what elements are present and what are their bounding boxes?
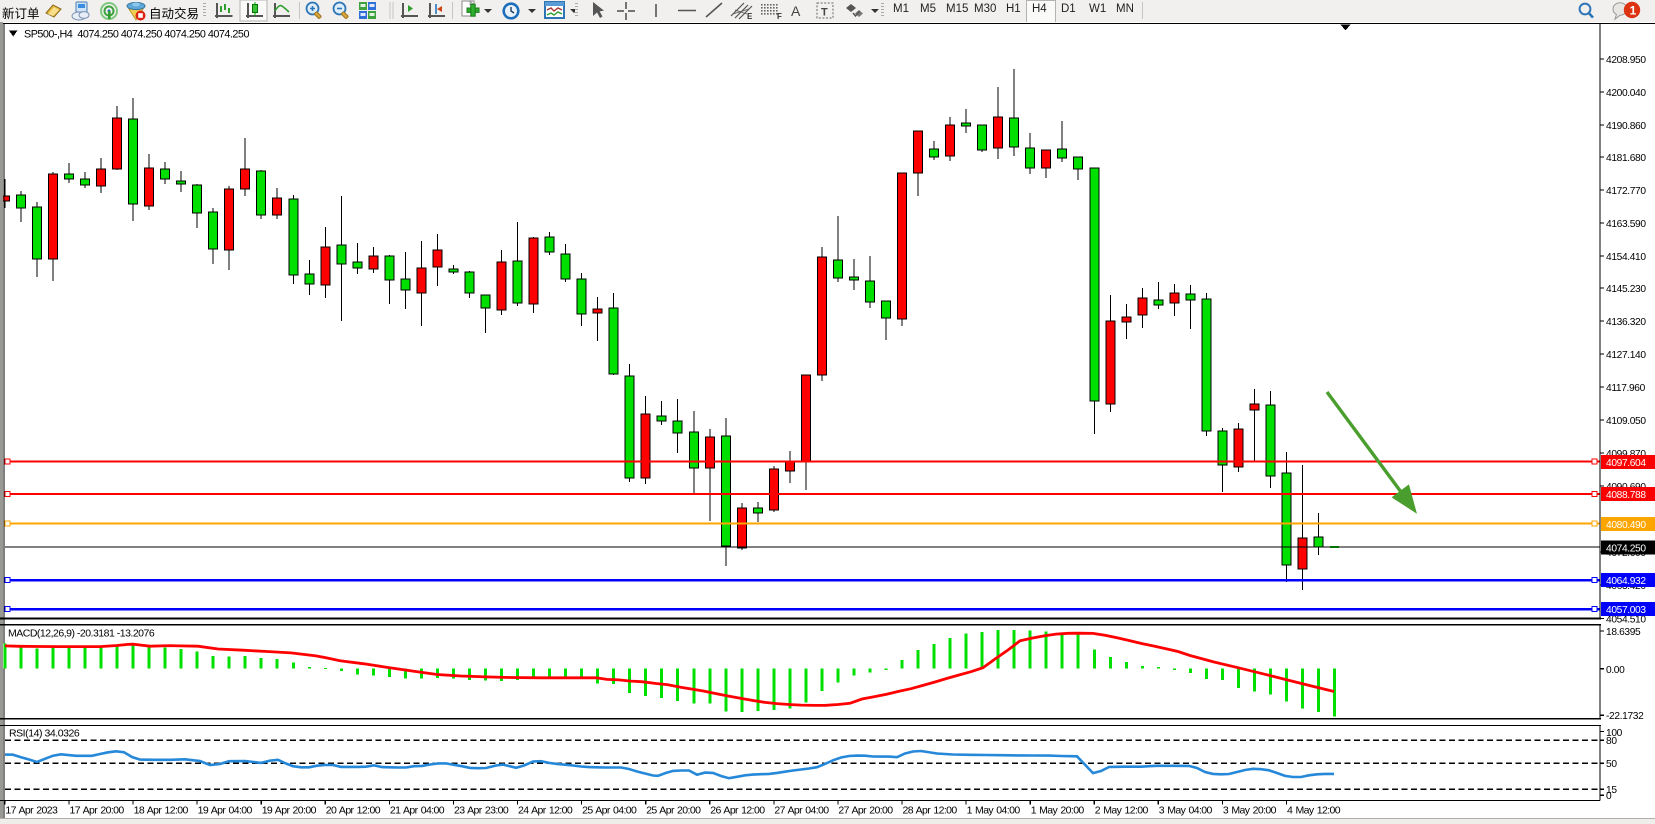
svg-text:4190.860: 4190.860 bbox=[1606, 121, 1646, 132]
svg-text:4097.604: 4097.604 bbox=[1606, 458, 1646, 469]
svg-text:100: 100 bbox=[1606, 728, 1623, 739]
svg-text:3 May 20:00: 3 May 20:00 bbox=[1223, 805, 1277, 817]
svg-text:4109.050: 4109.050 bbox=[1606, 416, 1646, 427]
svg-text:4154.410: 4154.410 bbox=[1606, 252, 1646, 263]
svg-text:4074.250: 4074.250 bbox=[1606, 544, 1646, 555]
svg-text:24 Apr 12:00: 24 Apr 12:00 bbox=[518, 805, 573, 817]
svg-text:4 May 12:00: 4 May 12:00 bbox=[1287, 805, 1341, 817]
svg-text:0.00: 0.00 bbox=[1606, 665, 1625, 676]
svg-text:26 Apr 12:00: 26 Apr 12:00 bbox=[710, 805, 765, 817]
svg-text:20 Apr 12:00: 20 Apr 12:00 bbox=[326, 805, 381, 817]
svg-text:28 Apr 12:00: 28 Apr 12:00 bbox=[903, 805, 958, 817]
svg-text:17 Apr 2023: 17 Apr 2023 bbox=[5, 805, 58, 817]
svg-text:25 Apr 04:00: 25 Apr 04:00 bbox=[582, 805, 637, 817]
svg-text:0: 0 bbox=[1606, 791, 1612, 802]
svg-text:4117.960: 4117.960 bbox=[1606, 383, 1646, 394]
svg-text:T: T bbox=[821, 7, 828, 19]
svg-text:SP500-,H4 4074.250 4074.250 4: SP500-,H4 4074.250 4074.250 4074.250 407… bbox=[24, 29, 249, 41]
svg-text:4064.932: 4064.932 bbox=[1606, 576, 1646, 587]
svg-text:27 Apr 04:00: 27 Apr 04:00 bbox=[774, 805, 829, 817]
svg-text:21 Apr 04:00: 21 Apr 04:00 bbox=[390, 805, 445, 817]
svg-text:15: 15 bbox=[1606, 785, 1617, 796]
svg-text:1 May 20:00: 1 May 20:00 bbox=[1031, 805, 1085, 817]
svg-text:4080.490: 4080.490 bbox=[1606, 520, 1646, 531]
svg-text:3 May 04:00: 3 May 04:00 bbox=[1159, 805, 1213, 817]
svg-text:17 Apr 20:00: 17 Apr 20:00 bbox=[70, 805, 125, 817]
svg-text:4172.770: 4172.770 bbox=[1606, 186, 1646, 197]
svg-text:A: A bbox=[791, 3, 801, 19]
svg-text:F: F bbox=[777, 12, 782, 21]
svg-text:4127.140: 4127.140 bbox=[1606, 350, 1646, 361]
svg-text:4200.040: 4200.040 bbox=[1606, 88, 1646, 99]
svg-text:1: 1 bbox=[1630, 3, 1637, 17]
svg-text:4145.230: 4145.230 bbox=[1606, 284, 1646, 295]
svg-text:4054.510: 4054.510 bbox=[1606, 615, 1646, 626]
svg-text:23 Apr 23:00: 23 Apr 23:00 bbox=[454, 805, 509, 817]
svg-text:4208.950: 4208.950 bbox=[1606, 55, 1646, 66]
svg-text:18.6395: 18.6395 bbox=[1606, 627, 1641, 638]
svg-text:50: 50 bbox=[1606, 759, 1617, 770]
svg-text:19 Apr 04:00: 19 Apr 04:00 bbox=[198, 805, 253, 817]
svg-text:80: 80 bbox=[1606, 736, 1617, 747]
svg-text:25 Apr 20:00: 25 Apr 20:00 bbox=[646, 805, 701, 817]
svg-text:18 Apr 12:00: 18 Apr 12:00 bbox=[134, 805, 189, 817]
svg-text:E: E bbox=[747, 12, 753, 21]
svg-text:4088.788: 4088.788 bbox=[1606, 490, 1646, 501]
svg-text:4136.320: 4136.320 bbox=[1606, 317, 1646, 328]
svg-text:19 Apr 20:00: 19 Apr 20:00 bbox=[262, 805, 317, 817]
svg-text:4181.680: 4181.680 bbox=[1606, 153, 1646, 164]
svg-text:RSI(14) 34.0326: RSI(14) 34.0326 bbox=[9, 728, 80, 740]
svg-text:MACD(12,26,9) -20.3181 -13.207: MACD(12,26,9) -20.3181 -13.2076 bbox=[8, 628, 155, 640]
svg-text:27 Apr 20:00: 27 Apr 20:00 bbox=[838, 805, 893, 817]
svg-text:4163.590: 4163.590 bbox=[1606, 219, 1646, 230]
svg-text:-22.1732: -22.1732 bbox=[1606, 711, 1644, 722]
svg-text:4057.003: 4057.003 bbox=[1606, 605, 1646, 616]
svg-text:1 May 04:00: 1 May 04:00 bbox=[967, 805, 1021, 817]
svg-text:4099.870: 4099.870 bbox=[1606, 449, 1646, 460]
svg-text:2 May 12:00: 2 May 12:00 bbox=[1095, 805, 1149, 817]
